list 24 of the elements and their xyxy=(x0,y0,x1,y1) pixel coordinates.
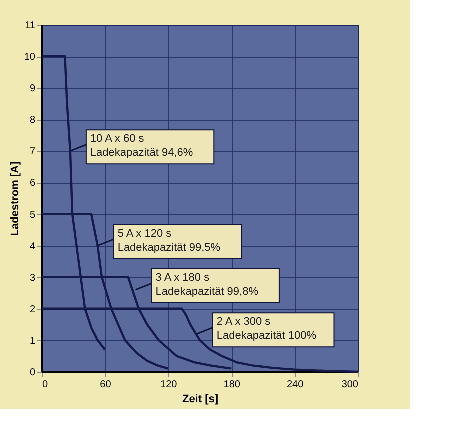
x-tick-label: 240 xyxy=(286,380,304,390)
y-tick-label: 3 xyxy=(30,272,36,284)
y-tick-label: 2 xyxy=(30,304,36,316)
x-axis-title: Zeit [s] xyxy=(182,394,219,406)
y-tick-label: 7 xyxy=(30,146,36,158)
annotation: 10 A x 60 s Ladekapazität 94,6% xyxy=(90,133,194,160)
y-tick-label: 0 xyxy=(30,368,36,378)
y-tick-label: 8 xyxy=(30,115,36,126)
y-tick-label: 1 xyxy=(30,336,36,347)
y-tick-label: 11 xyxy=(25,20,36,32)
annotation: 2 A x 300 s Ladekapazität 100% xyxy=(216,316,317,342)
annotation: 3 A x 180 s Ladekapazität 99,8% xyxy=(156,272,259,298)
annotation: 5 A x 120 s Ladekapazität 99,5% xyxy=(118,228,221,254)
y-tick-label: 10 xyxy=(24,52,36,64)
x-tick-label: 300 xyxy=(342,380,359,390)
y-tick-label: 6 xyxy=(30,178,36,190)
x-tick-label: 60 xyxy=(100,380,112,390)
x-tick-label: 120 xyxy=(160,380,178,390)
y-tick-label: 4 xyxy=(30,241,36,252)
y-tick-label: 9 xyxy=(30,84,36,95)
y-axis-title: Ladestrom [A] xyxy=(9,161,22,236)
x-tick-label: 0 xyxy=(42,380,48,390)
x-tick-label: 180 xyxy=(224,380,241,390)
y-tick-label: 5 xyxy=(30,210,36,221)
